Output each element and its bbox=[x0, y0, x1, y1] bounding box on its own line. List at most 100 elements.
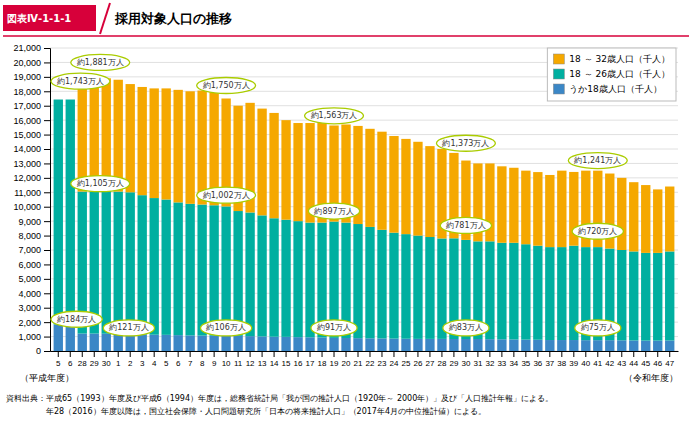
y-tick: 9,000 bbox=[18, 217, 50, 227]
x-tick-label: 47 bbox=[665, 359, 674, 368]
x-tick-mark bbox=[334, 351, 335, 357]
bar bbox=[653, 341, 662, 351]
annotation: 約1,373万人 bbox=[436, 135, 495, 151]
bar bbox=[581, 340, 590, 351]
bar bbox=[281, 337, 290, 351]
x-tick-label: 7 bbox=[188, 359, 193, 368]
legend-label: 18 ～ 32歳人口（千人） bbox=[569, 54, 670, 64]
x-tick-label: 22 bbox=[366, 359, 375, 368]
annotation-ellipse bbox=[308, 203, 359, 219]
bar bbox=[389, 136, 398, 233]
x-tick-label: 10 bbox=[222, 359, 231, 368]
x-tick-mark bbox=[669, 351, 670, 357]
x-tick-label: 26 bbox=[413, 359, 422, 368]
x-tick-label: 44 bbox=[629, 359, 638, 368]
x-tick-mark bbox=[621, 351, 622, 357]
bar bbox=[150, 198, 159, 335]
bar bbox=[233, 336, 242, 351]
legend-item: うか18歳人口（千人） bbox=[553, 84, 661, 94]
bar bbox=[245, 336, 254, 351]
y-tick: 12,000 bbox=[13, 173, 50, 183]
bar bbox=[281, 220, 290, 337]
bar bbox=[209, 336, 218, 351]
x-tick: 21 bbox=[354, 351, 363, 368]
x-tick-label: 18 bbox=[318, 359, 327, 368]
bar bbox=[197, 336, 206, 351]
y-tick: 4,000 bbox=[18, 289, 50, 299]
annotation-ellipse bbox=[51, 311, 102, 327]
x-tick-label: 8 bbox=[200, 359, 205, 368]
legend: 18 ～ 32歳人口（千人）18 ～ 26歳人口（千人）うか18歳人口（千人） bbox=[547, 48, 676, 101]
bar bbox=[269, 337, 278, 351]
x-tick-label: 34 bbox=[509, 359, 518, 368]
y-tick-mark bbox=[44, 106, 50, 107]
bar bbox=[389, 233, 398, 339]
x-tick: 29 bbox=[90, 351, 99, 368]
bar bbox=[413, 236, 422, 339]
bar bbox=[425, 339, 434, 351]
y-tick-label: 2,000 bbox=[18, 318, 41, 328]
annotation: 約1,743万人 bbox=[51, 73, 110, 89]
y-tick-mark bbox=[44, 62, 50, 63]
x-tick-label: 23 bbox=[378, 359, 387, 368]
x-tick-label: 37 bbox=[545, 359, 554, 368]
annotation-text: 約1,750万人 bbox=[203, 81, 250, 90]
x-tick: 15 bbox=[282, 351, 291, 368]
bar bbox=[449, 339, 458, 351]
bar bbox=[162, 88, 171, 199]
bar bbox=[629, 182, 638, 251]
x-tick: 44 bbox=[629, 351, 638, 368]
bar bbox=[281, 120, 290, 220]
bar bbox=[389, 339, 398, 351]
x-axis: 5628293012345678910111213141516171819202… bbox=[51, 351, 679, 368]
annotation: 約83万人 bbox=[443, 320, 489, 336]
x-tick: 32 bbox=[485, 351, 494, 368]
bar bbox=[593, 340, 602, 351]
bar bbox=[653, 253, 662, 341]
y-tick-mark bbox=[44, 351, 50, 352]
x-tick: 42 bbox=[605, 351, 614, 368]
bar bbox=[377, 132, 386, 230]
bar bbox=[329, 338, 338, 351]
y-tick-label: 3,000 bbox=[18, 303, 41, 313]
annotation: 約720万人 bbox=[572, 223, 623, 239]
bar bbox=[413, 142, 422, 236]
x-tick: 39 bbox=[569, 351, 578, 368]
y-tick-label: 4,000 bbox=[18, 289, 41, 299]
annotation-text: 約106万人 bbox=[206, 323, 245, 332]
bar bbox=[162, 335, 171, 351]
x-axis-label: （令和年度） bbox=[624, 373, 678, 383]
x-tick: 6 bbox=[68, 351, 73, 368]
annotation: 約897万人 bbox=[308, 203, 359, 219]
x-tick-mark bbox=[549, 351, 550, 357]
bar bbox=[521, 171, 530, 245]
y-tick: 17,000 bbox=[13, 101, 50, 111]
annotation: 約91万人 bbox=[311, 320, 357, 336]
x-tick: 33 bbox=[497, 351, 506, 368]
bar bbox=[665, 340, 674, 351]
x-tick-label: 28 bbox=[78, 359, 87, 368]
annotation-ellipse bbox=[200, 320, 251, 336]
bar bbox=[509, 339, 518, 351]
x-tick: 8 bbox=[200, 351, 205, 368]
annotation-ellipse bbox=[568, 153, 627, 169]
x-tick-mark bbox=[573, 351, 574, 357]
x-tick: 18 bbox=[318, 351, 327, 368]
bar bbox=[641, 341, 650, 351]
y-tick-label: 0 bbox=[36, 346, 41, 356]
x-tick: 17 bbox=[306, 351, 315, 368]
x-tick-mark bbox=[238, 351, 239, 357]
x-tick: 25 bbox=[402, 351, 411, 368]
x-tick: 26 bbox=[413, 351, 422, 368]
x-axis-label: （平成年度） bbox=[20, 373, 74, 383]
bars bbox=[54, 77, 675, 351]
annotation: 約1,241万人 bbox=[568, 153, 627, 169]
x-tick: 29 bbox=[449, 351, 458, 368]
annotation-text: 約1,373万人 bbox=[442, 139, 489, 148]
x-tick-label: 43 bbox=[617, 359, 626, 368]
bar bbox=[126, 84, 135, 192]
bar bbox=[413, 339, 422, 351]
x-tick-mark bbox=[58, 351, 59, 357]
bar bbox=[269, 113, 278, 218]
y-tick: 14,000 bbox=[13, 144, 50, 154]
